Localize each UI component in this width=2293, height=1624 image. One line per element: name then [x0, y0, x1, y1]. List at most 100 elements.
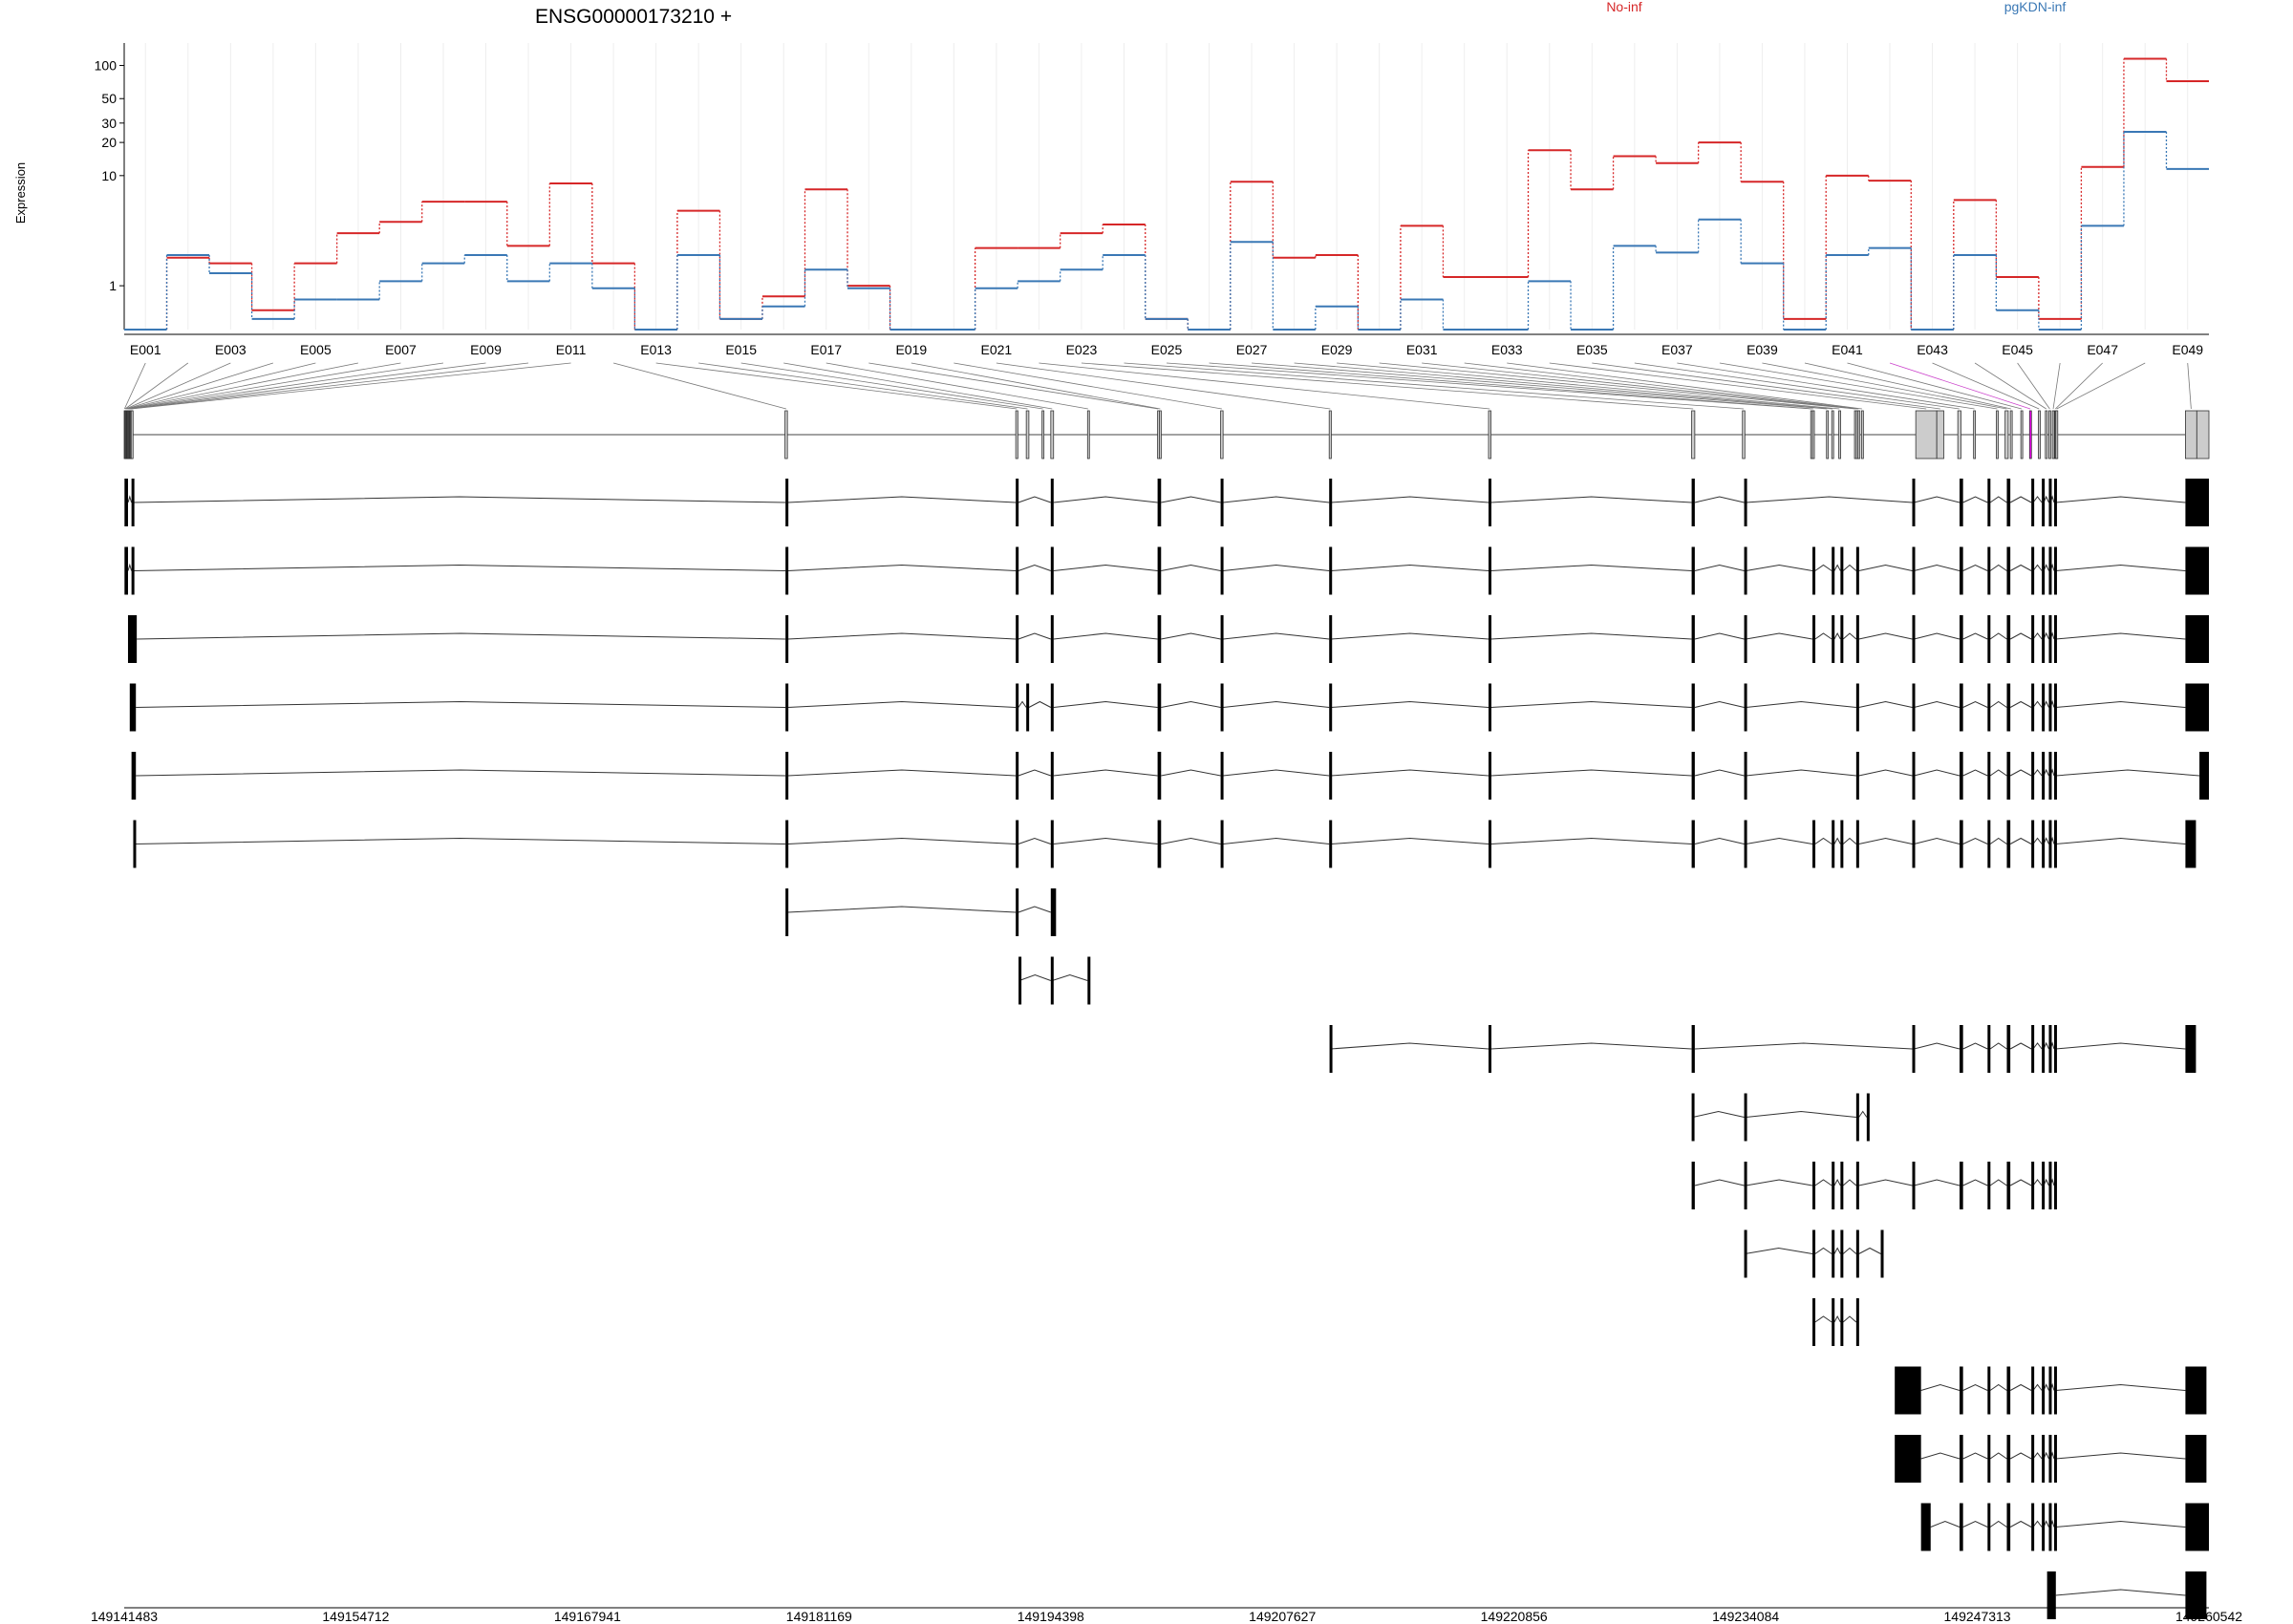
intron — [1989, 632, 2007, 640]
exon-box — [1025, 410, 1030, 459]
exon-box — [1957, 410, 1961, 459]
x-tick-label: E049 — [2172, 342, 2203, 357]
intron — [1858, 837, 1913, 844]
transcript-exon — [1959, 820, 1963, 868]
transcript-exon — [2053, 1366, 2057, 1415]
intron — [1694, 700, 1745, 708]
exon-connector — [2055, 362, 2103, 410]
transcript-exon — [1840, 820, 1844, 868]
intron — [2032, 496, 2043, 503]
genome-tick-label: 149141483 — [91, 1609, 158, 1624]
exon-connector — [1634, 362, 1960, 410]
transcript-exon — [2185, 1025, 2197, 1073]
intron — [1914, 1042, 1961, 1050]
transcript-exon — [1920, 1503, 1931, 1551]
intron — [1018, 496, 1051, 503]
intron — [1858, 564, 1913, 571]
intron — [1053, 564, 1158, 571]
intron — [1962, 1520, 1988, 1528]
transcript-exon — [1016, 888, 1019, 936]
intron — [1842, 1315, 1857, 1323]
transcript-exon — [1959, 615, 1963, 663]
intron — [1018, 632, 1051, 640]
transcript-exon — [2042, 546, 2046, 595]
transcript-8 — [1018, 956, 1091, 1005]
transcript-exon — [1987, 1162, 1991, 1209]
exon-box — [1086, 410, 1090, 459]
intron — [1989, 1383, 2007, 1391]
intron — [1161, 769, 1221, 777]
transcript-exon — [1832, 1162, 1835, 1209]
transcript-exon — [2048, 546, 2052, 595]
intron — [1694, 496, 1745, 503]
intron — [2032, 1520, 2043, 1528]
intron — [1694, 564, 1745, 571]
transcript-exon — [1744, 479, 1747, 526]
transcript-exon — [1812, 546, 1816, 595]
transcript-exon — [1959, 1435, 1963, 1483]
intron — [1989, 1179, 2007, 1186]
intron — [1833, 837, 1841, 844]
intron — [1490, 837, 1692, 844]
highlighted-exon — [2028, 410, 2032, 459]
transcript-exon — [2031, 546, 2035, 595]
transcript-exon — [2053, 1025, 2057, 1073]
transcript-exon — [2048, 1435, 2052, 1483]
transcript-exon — [1912, 479, 1916, 526]
intron — [1914, 496, 1961, 503]
transcript-exon — [1157, 752, 1162, 800]
transcript-exon — [1744, 1162, 1747, 1209]
exon-connector — [126, 362, 273, 410]
intron — [2032, 1383, 2043, 1391]
exon-connector — [868, 362, 1159, 410]
transcript-3 — [127, 615, 2209, 663]
exon-connector-lines — [123, 362, 2192, 410]
transcript-exon — [1691, 479, 1695, 526]
transcript-exon — [2031, 683, 2035, 732]
transcript-exon — [1912, 1162, 1916, 1209]
exon-box — [2045, 410, 2048, 459]
transcript-exon — [2006, 820, 2011, 868]
transcript-1 — [124, 479, 2209, 526]
transcript-exon — [1832, 820, 1835, 868]
transcript-exon — [1959, 1025, 1963, 1073]
x-tick-label: E015 — [725, 342, 757, 357]
transcript-exon — [1987, 546, 1991, 595]
intron — [1814, 632, 1832, 640]
transcript-2 — [124, 546, 2209, 595]
intron — [1914, 632, 1961, 640]
exon-connector — [125, 362, 231, 410]
transcript-exon — [2053, 820, 2057, 868]
transcript-exon — [2042, 479, 2046, 526]
y-tick-label: 30 — [101, 116, 117, 131]
transcript-exon — [2048, 820, 2052, 868]
transcript-exon — [127, 615, 138, 663]
transcript-exon — [1855, 752, 1859, 800]
transcript-exon — [1832, 615, 1835, 663]
intron — [787, 632, 1017, 640]
intron — [1223, 769, 1330, 777]
transcript-exon — [1855, 1162, 1859, 1209]
transcript-exon — [1895, 1366, 1921, 1415]
intron — [2055, 837, 2186, 844]
transcript-exon — [2006, 1366, 2011, 1415]
intron — [787, 700, 1017, 708]
transcript-exon — [1157, 479, 1162, 526]
exon-connector — [740, 362, 1043, 410]
transcript-exon — [1959, 683, 1963, 732]
exon-box — [2185, 410, 2197, 459]
intron — [2032, 1042, 2043, 1050]
exon-connector — [1337, 362, 1840, 410]
intron — [1223, 496, 1330, 503]
transcript-exon — [2048, 1162, 2052, 1209]
exon-connector — [1081, 362, 1694, 410]
x-tick-label: E013 — [640, 342, 672, 357]
y-tick-label: 20 — [101, 135, 117, 150]
transcript-exon — [2048, 1503, 2052, 1551]
transcript-exon — [1987, 615, 1991, 663]
transcript-exon — [1912, 615, 1916, 663]
intron — [1833, 564, 1841, 571]
intron — [1331, 632, 1489, 640]
genome-tick-label: 149194398 — [1018, 1609, 1084, 1624]
exon-connector — [1592, 362, 1940, 410]
